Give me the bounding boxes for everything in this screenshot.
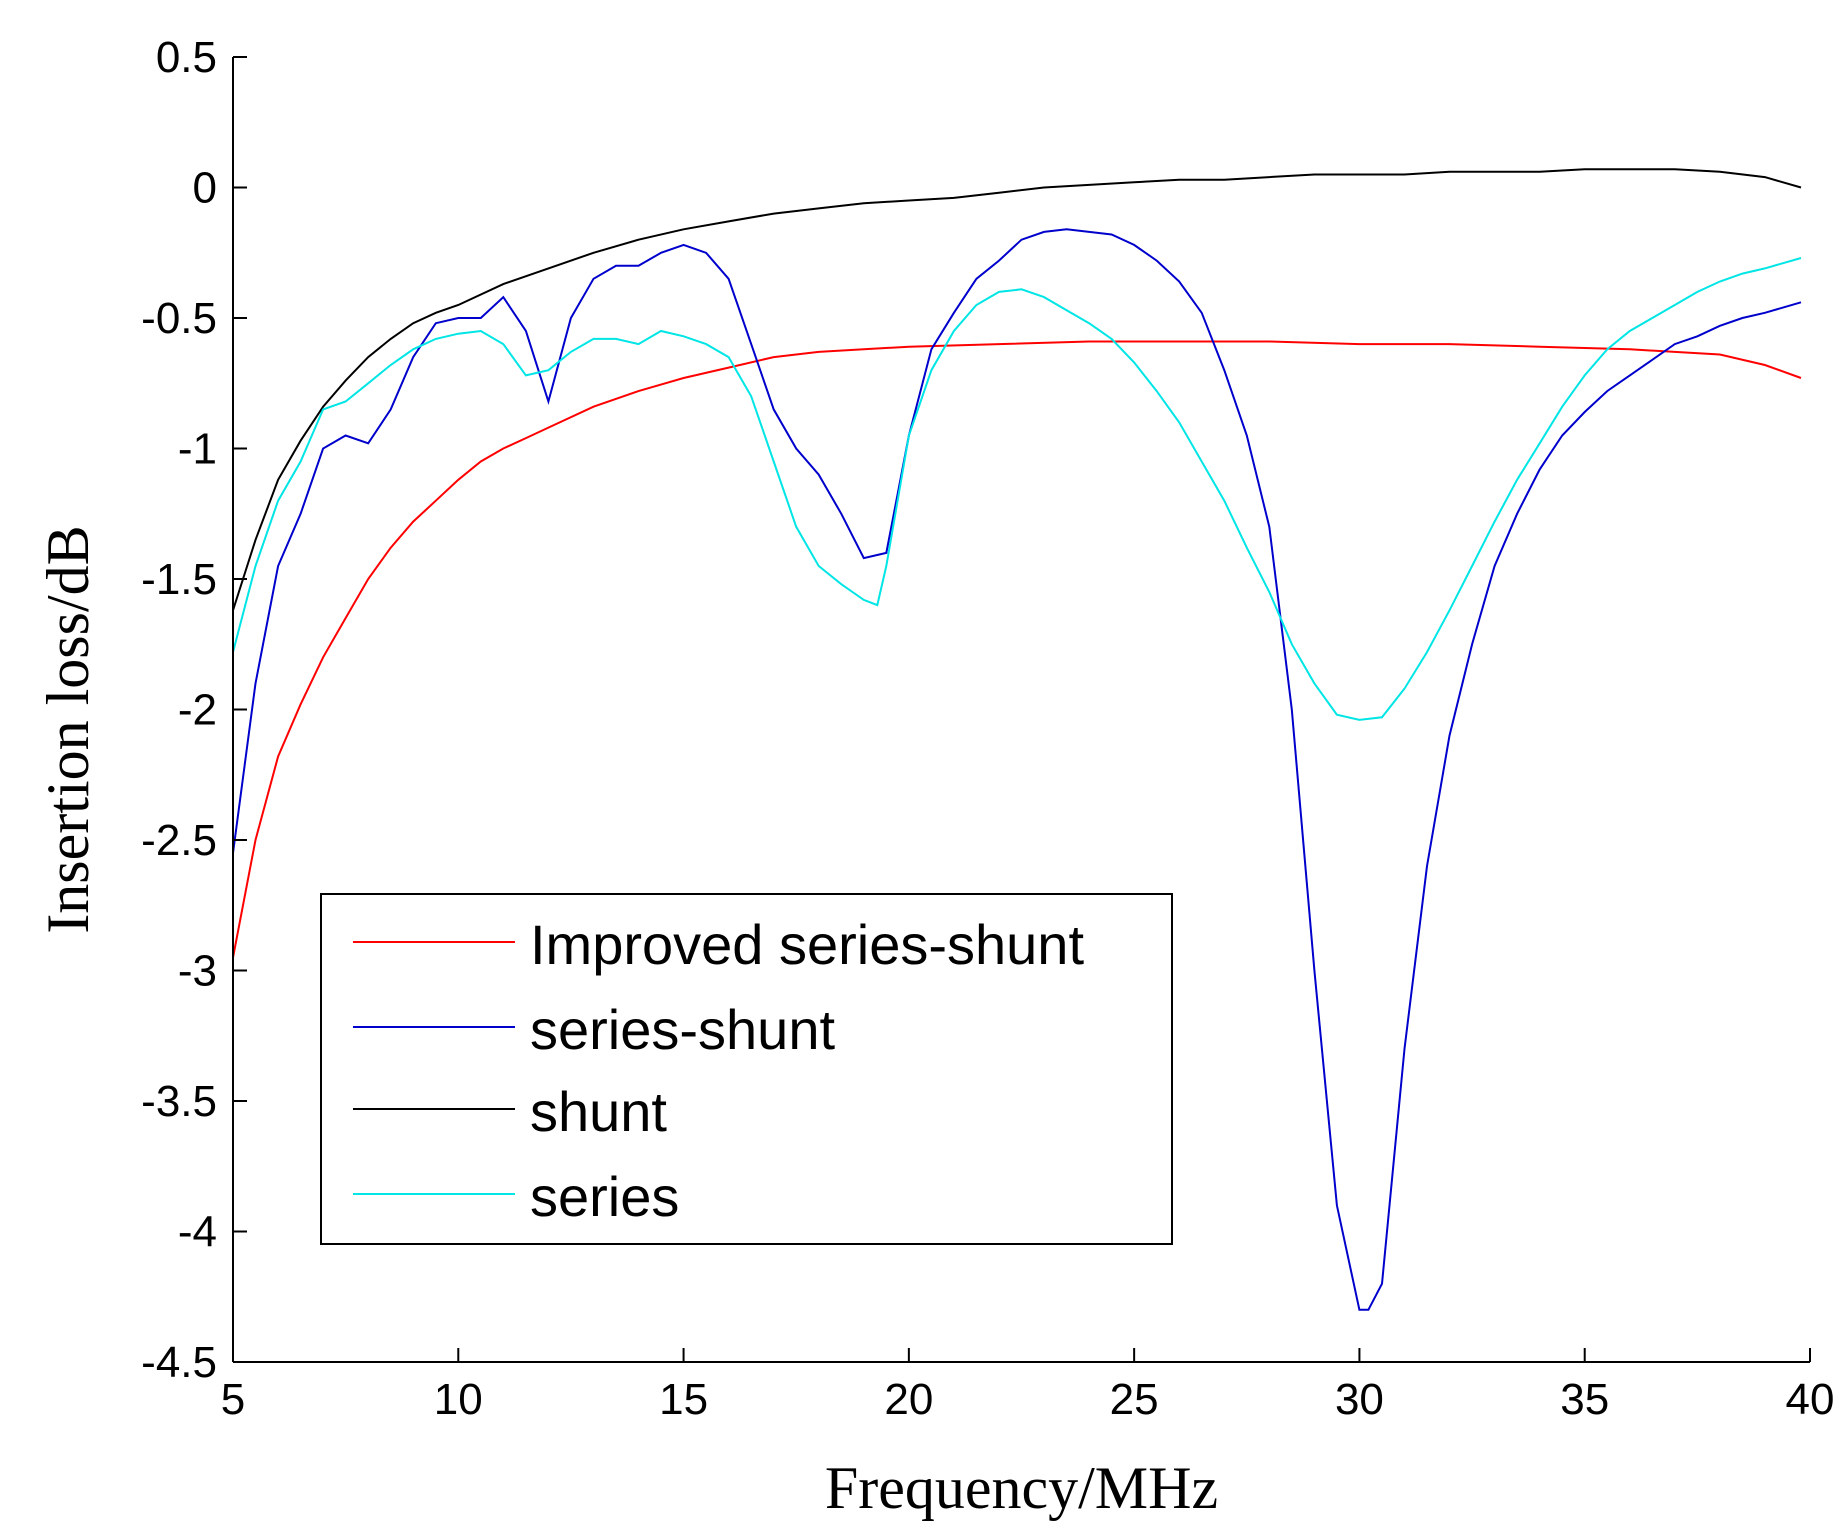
- series-layer: [232, 168, 1802, 1311]
- legend-label: series: [530, 1165, 679, 1228]
- x-tick-label: 35: [1560, 1375, 1609, 1424]
- legend: Improved series-shunt series-shunt shunt se…: [320, 893, 1173, 1245]
- y-tick-label: -3.5: [141, 1077, 217, 1126]
- legend-box: [320, 893, 1173, 1245]
- y-tick-label: -1: [178, 425, 217, 474]
- y-tick-label: -4.5: [141, 1338, 217, 1387]
- legend-label: shunt: [530, 1080, 667, 1143]
- series-line-series: [232, 257, 1802, 721]
- y-tick-label: -2.5: [141, 816, 217, 865]
- legend-label: series-shunt: [530, 998, 835, 1061]
- x-axis-title: Frequency/MHz: [825, 1455, 1218, 1521]
- series-line-improved-series-shunt: [232, 340, 1802, 958]
- series-line-shunt: [232, 168, 1802, 611]
- x-tick-label: 10: [434, 1375, 483, 1424]
- y-tick-label: -2: [178, 686, 217, 735]
- y-tick-label: -1.5: [141, 555, 217, 604]
- y-tick-label: -3: [178, 947, 217, 996]
- x-tick-label: 30: [1335, 1375, 1384, 1424]
- series-line-series-shunt: [232, 228, 1802, 1311]
- axes-layer: 0.5 0 -0.5 -1 -1.5 -2 -2.5 -3 -3.5 -4 -4.55 10 15 20 2…: [35, 33, 1834, 1521]
- y-tick-label: -0.5: [141, 294, 217, 343]
- x-tick-label: 5: [221, 1375, 245, 1424]
- x-tick-label: 40: [1786, 1375, 1835, 1424]
- y-axis-title: Insertion loss/dB: [35, 525, 101, 933]
- y-tick-label: -4: [178, 1208, 217, 1257]
- y-tick-label: 0: [193, 164, 217, 213]
- x-tick-label: 20: [884, 1375, 933, 1424]
- x-tick-label: 15: [659, 1375, 708, 1424]
- x-tick-label: 25: [1110, 1375, 1159, 1424]
- y-tick-label: 0.5: [156, 33, 217, 82]
- legend-label: Improved series-shunt: [530, 913, 1084, 976]
